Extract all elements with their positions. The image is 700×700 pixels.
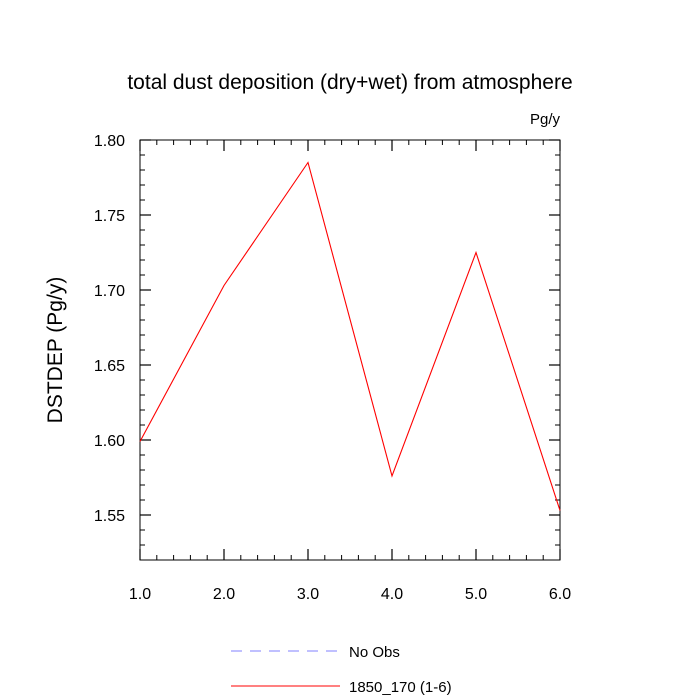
chart-title: total dust deposition (dry+wet) from atm… [127, 71, 572, 94]
x-tick-label: 1.0 [129, 586, 151, 603]
legend-label: 1850_170 (1-6) [349, 679, 452, 696]
x-tick-label: 4.0 [381, 586, 403, 603]
y-tick-label: 1.60 [94, 433, 125, 450]
y-tick-label: 1.55 [94, 508, 125, 525]
x-tick-label: 2.0 [213, 586, 235, 603]
units-label: Pg/y [530, 111, 561, 128]
x-tick-label: 5.0 [465, 586, 487, 603]
plot-frame [139, 139, 561, 561]
y-tick-label: 1.75 [94, 208, 125, 225]
x-tick-label: 3.0 [297, 586, 319, 603]
series-layer [139, 161, 561, 511]
y-tick-label: 1.80 [94, 133, 125, 150]
legend-label: No Obs [349, 644, 400, 661]
y-tick-label: 1.70 [94, 283, 125, 300]
y-axis-label: DSTDEP (Pg/y) [44, 277, 67, 424]
axes: 1.0 2.0 3.0 4.0 5.0 6.0 1.55 1.60 1.65 1.70 1.75 1.… [94, 133, 571, 603]
series-line [139, 161, 561, 511]
y-tick-label: 1.65 [94, 358, 125, 375]
legend: No Obs 1850_170 (1-6) [231, 644, 452, 696]
x-tick-label: 6.0 [549, 586, 571, 603]
